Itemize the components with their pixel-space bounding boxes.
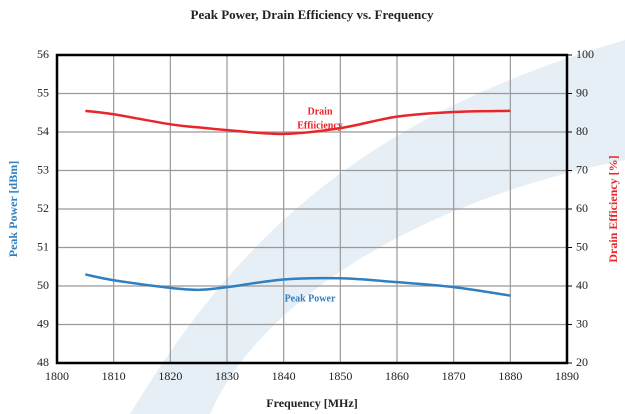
y2-tick-label: 70	[576, 162, 588, 176]
x-axis-label: Frequency [MHz]	[266, 396, 357, 410]
series-line	[85, 109, 511, 136]
x-tick-label: 1810	[102, 369, 126, 383]
x-tick-label: 1830	[215, 369, 239, 383]
y-tick-label: 49	[37, 316, 49, 330]
y2-tick-label: 40	[576, 278, 588, 292]
y-tick-label: 51	[37, 239, 49, 253]
y-axis-label: Peak Power [dBm]	[6, 161, 20, 257]
y2-tick-label: 60	[576, 201, 588, 215]
annotation: Peak Power	[285, 293, 336, 304]
x-tick-label: 1890	[555, 369, 579, 383]
y2-tick-label: 90	[576, 85, 588, 99]
y-tick-label: 56	[37, 47, 49, 61]
y2-tick-label: 50	[576, 239, 588, 253]
x-tick-label: 1860	[385, 369, 409, 383]
x-tick-label: 1850	[328, 369, 352, 383]
y-tick-label: 52	[37, 201, 49, 215]
annotation: Drain	[308, 106, 333, 117]
y2-tick-label: 30	[576, 316, 588, 330]
x-tick-label: 1800	[45, 369, 69, 383]
x-tick-label: 1870	[442, 369, 466, 383]
annotation: Effiiciency	[297, 120, 343, 131]
y2-axis-label: Drain Efficiency [%]	[606, 155, 620, 262]
y-tick-label: 50	[37, 278, 49, 292]
chart-title: Peak Power, Drain Efficiency vs. Frequen…	[191, 7, 434, 22]
series-line	[85, 273, 511, 297]
y-tick-label: 55	[37, 85, 49, 99]
y2-tick-label: 80	[576, 124, 588, 138]
y-tick-label: 53	[37, 162, 49, 176]
y2-tick-label: 100	[576, 47, 594, 61]
plot-frame	[55, 53, 569, 365]
x-tick-label: 1880	[498, 369, 522, 383]
x-tick-label: 1840	[272, 369, 296, 383]
x-tick-label: 1820	[158, 369, 182, 383]
y-tick-label: 48	[37, 355, 49, 369]
y-tick-label: 54	[37, 124, 49, 138]
y2-tick-label: 20	[576, 355, 588, 369]
watermark	[130, 40, 625, 414]
